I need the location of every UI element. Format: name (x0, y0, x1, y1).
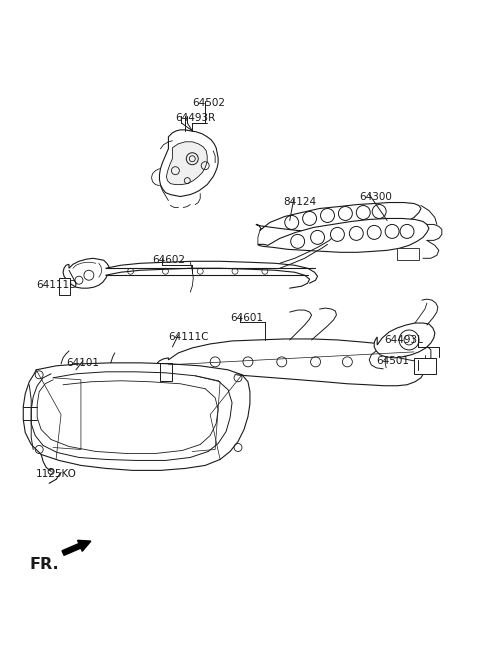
Text: 1125KO: 1125KO (36, 470, 77, 479)
Polygon shape (63, 258, 109, 288)
Text: 84124: 84124 (283, 196, 316, 206)
Text: 64111C: 64111C (168, 332, 209, 342)
Text: 64601: 64601 (230, 313, 263, 323)
Polygon shape (256, 202, 421, 233)
Polygon shape (374, 323, 435, 358)
Polygon shape (258, 219, 429, 252)
Polygon shape (106, 265, 318, 288)
Bar (59, 278, 70, 295)
Polygon shape (159, 130, 218, 196)
Bar (160, 363, 172, 381)
Polygon shape (157, 339, 424, 386)
Polygon shape (167, 141, 207, 185)
Text: 64493L: 64493L (384, 335, 423, 345)
Text: 64111D: 64111D (36, 280, 77, 290)
Text: 64502: 64502 (192, 98, 225, 108)
Text: FR.: FR. (29, 557, 59, 572)
Polygon shape (399, 344, 431, 362)
FancyArrow shape (62, 540, 91, 555)
Text: 64300: 64300 (360, 191, 392, 202)
Text: 64493R: 64493R (175, 113, 216, 123)
Text: 64602: 64602 (153, 255, 185, 265)
Bar (397, 248, 419, 260)
Bar (414, 358, 436, 374)
Text: 64501: 64501 (376, 356, 409, 366)
Polygon shape (23, 363, 248, 470)
Text: 64101: 64101 (66, 358, 99, 368)
